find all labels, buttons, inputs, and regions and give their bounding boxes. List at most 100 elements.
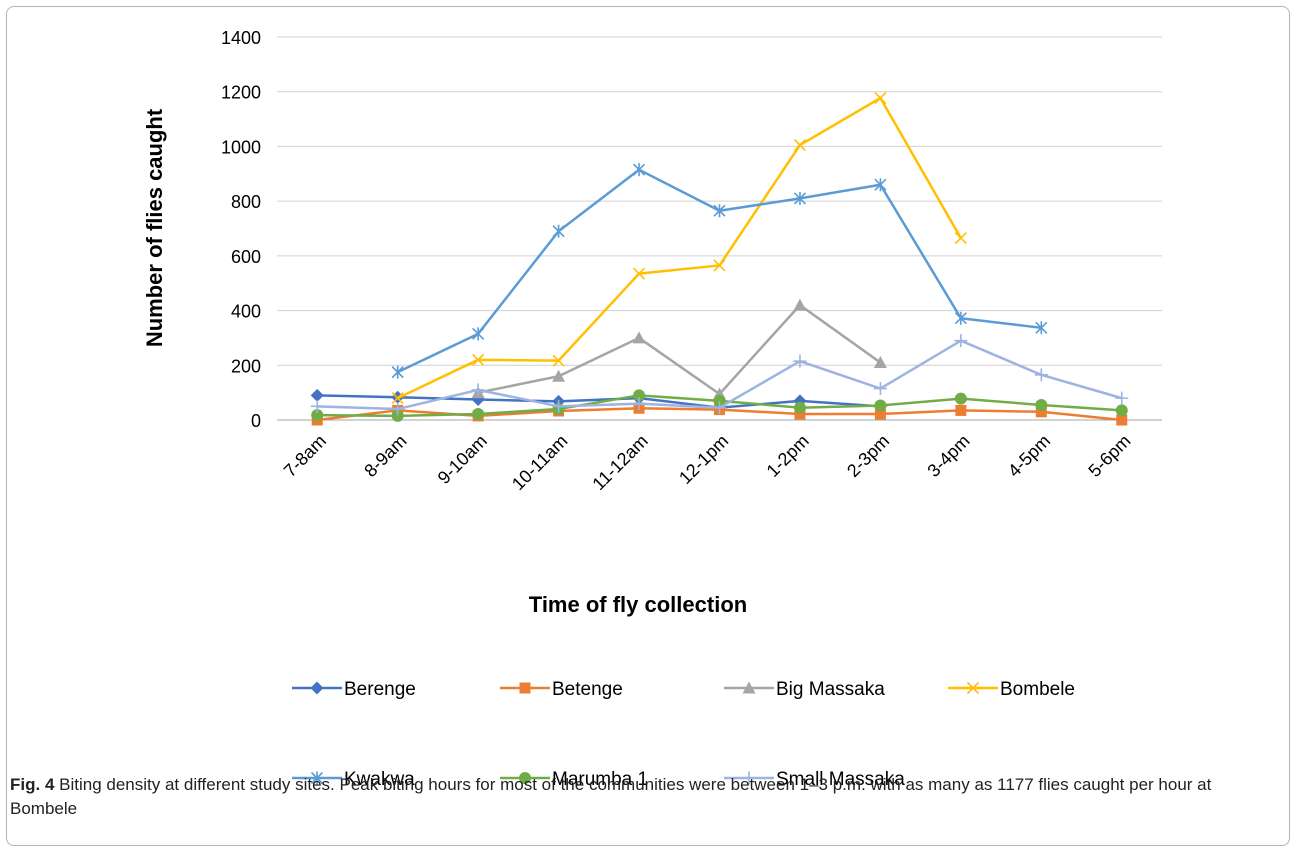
data-point [713,204,726,218]
data-point [954,392,967,405]
data-point [633,389,646,402]
legend-item: Betenge [500,679,623,700]
data-point [552,399,566,413]
y-tick-label: 0 [251,411,261,431]
data-point [954,311,967,325]
data-point [1035,321,1048,335]
legend-marker [742,681,756,694]
y-tick-label: 800 [231,192,261,212]
legend-marker [310,681,324,695]
x-tick-label: 11-12am [588,431,651,494]
data-point [874,408,886,420]
x-tick-labels: 7-8am 8-9am 9-10am 10-11am 11-12am 12-1pm 1-2p… [280,431,1135,494]
data-point [391,392,404,405]
series-line [317,394,881,409]
y-axis-label: Number of flies caught [142,108,167,347]
legend: Berenge Betenge Big Massaka Bombele Kwakwa Ma… [292,679,1075,790]
data-point [954,334,968,348]
legend-marker [966,681,980,695]
series-small-massaka [310,334,1129,416]
data-point [713,259,726,272]
legend-item: Berenge [292,679,416,700]
legend-label: Berenge [344,679,416,700]
data-point [793,401,806,414]
x-tick-label: 4-5pm [1004,431,1054,481]
data-point [874,178,887,192]
caption-text: Biting density at different study sites.… [10,775,1212,818]
data-point [1035,406,1047,418]
data-point [311,409,324,422]
caption-label: Fig. 4 [10,775,55,794]
legend-item: Big Massaka [724,679,885,700]
data-point [874,399,887,412]
y-tick-label: 600 [231,247,261,267]
data-point [552,354,565,367]
data-point [391,365,404,379]
legend-item: Marumba 1 [500,769,648,790]
x-tick-label: 9-10am [434,431,491,488]
x-tick-label: 10-11am [508,431,571,494]
legend-item: Kwakwa [292,769,415,790]
series-kwakwa [391,163,1048,379]
legend-item: Small Massaka [724,769,905,790]
legend-item: Bombele [948,679,1075,700]
legend-label: Big Massaka [776,679,885,700]
series-lines [310,91,1129,426]
data-point [471,383,485,397]
data-point [632,163,646,177]
legend-label: Marumba 1 [552,769,648,790]
data-point [793,191,807,205]
data-point [793,354,807,368]
legend-label: Betenge [552,679,623,700]
data-point [1115,404,1128,417]
x-tick-label: 12-1pm [675,431,732,488]
legend-marker [310,771,324,785]
series-big-massaka [471,298,887,400]
series-bombele [391,91,967,405]
data-point [632,267,646,280]
y-tick-label: 1400 [221,28,261,48]
data-point [632,331,646,344]
data-point [552,224,565,238]
data-point [310,388,324,402]
x-tick-label: 7-8am [280,431,330,481]
data-point [472,353,485,366]
y-tick-label: 1200 [221,83,261,103]
data-point [472,327,485,341]
x-tick-label: 1-2pm [763,431,813,481]
data-point [873,382,887,396]
figure-caption: Fig. 4 Biting density at different study… [10,773,1280,821]
data-point [954,232,967,245]
x-axis-label: Time of fly collection [529,592,747,617]
data-point [713,401,726,415]
legend-marker [519,682,531,694]
data-point [873,356,887,369]
data-point [1115,391,1129,405]
x-tick-label: 5-6pm [1084,431,1134,481]
data-point [552,369,566,382]
data-point [1035,398,1048,411]
data-point [310,399,324,413]
data-point [1034,368,1048,382]
data-point [794,408,806,420]
y-tick-label: 200 [231,356,261,376]
legend-marker [742,771,756,785]
data-point [1116,414,1128,426]
series-line [397,96,962,400]
series-marumba-1 [311,389,1128,422]
gridlines [277,36,1162,421]
data-point [632,397,646,411]
x-tick-label: 8-9am [360,431,410,481]
x-tick-label: 2-3pm [843,431,893,481]
data-point [874,91,887,105]
data-point [713,394,726,407]
legend-label: Bombele [1000,679,1075,700]
x-tick-label: 3-4pm [923,431,973,481]
data-point [955,404,967,416]
y-tick-label: 1000 [221,137,261,157]
series-line [397,168,1042,374]
data-point [793,138,807,152]
y-tick-labels: 0 200 400 600 800 1000 1200 1400 [221,28,261,431]
data-point [391,409,404,422]
